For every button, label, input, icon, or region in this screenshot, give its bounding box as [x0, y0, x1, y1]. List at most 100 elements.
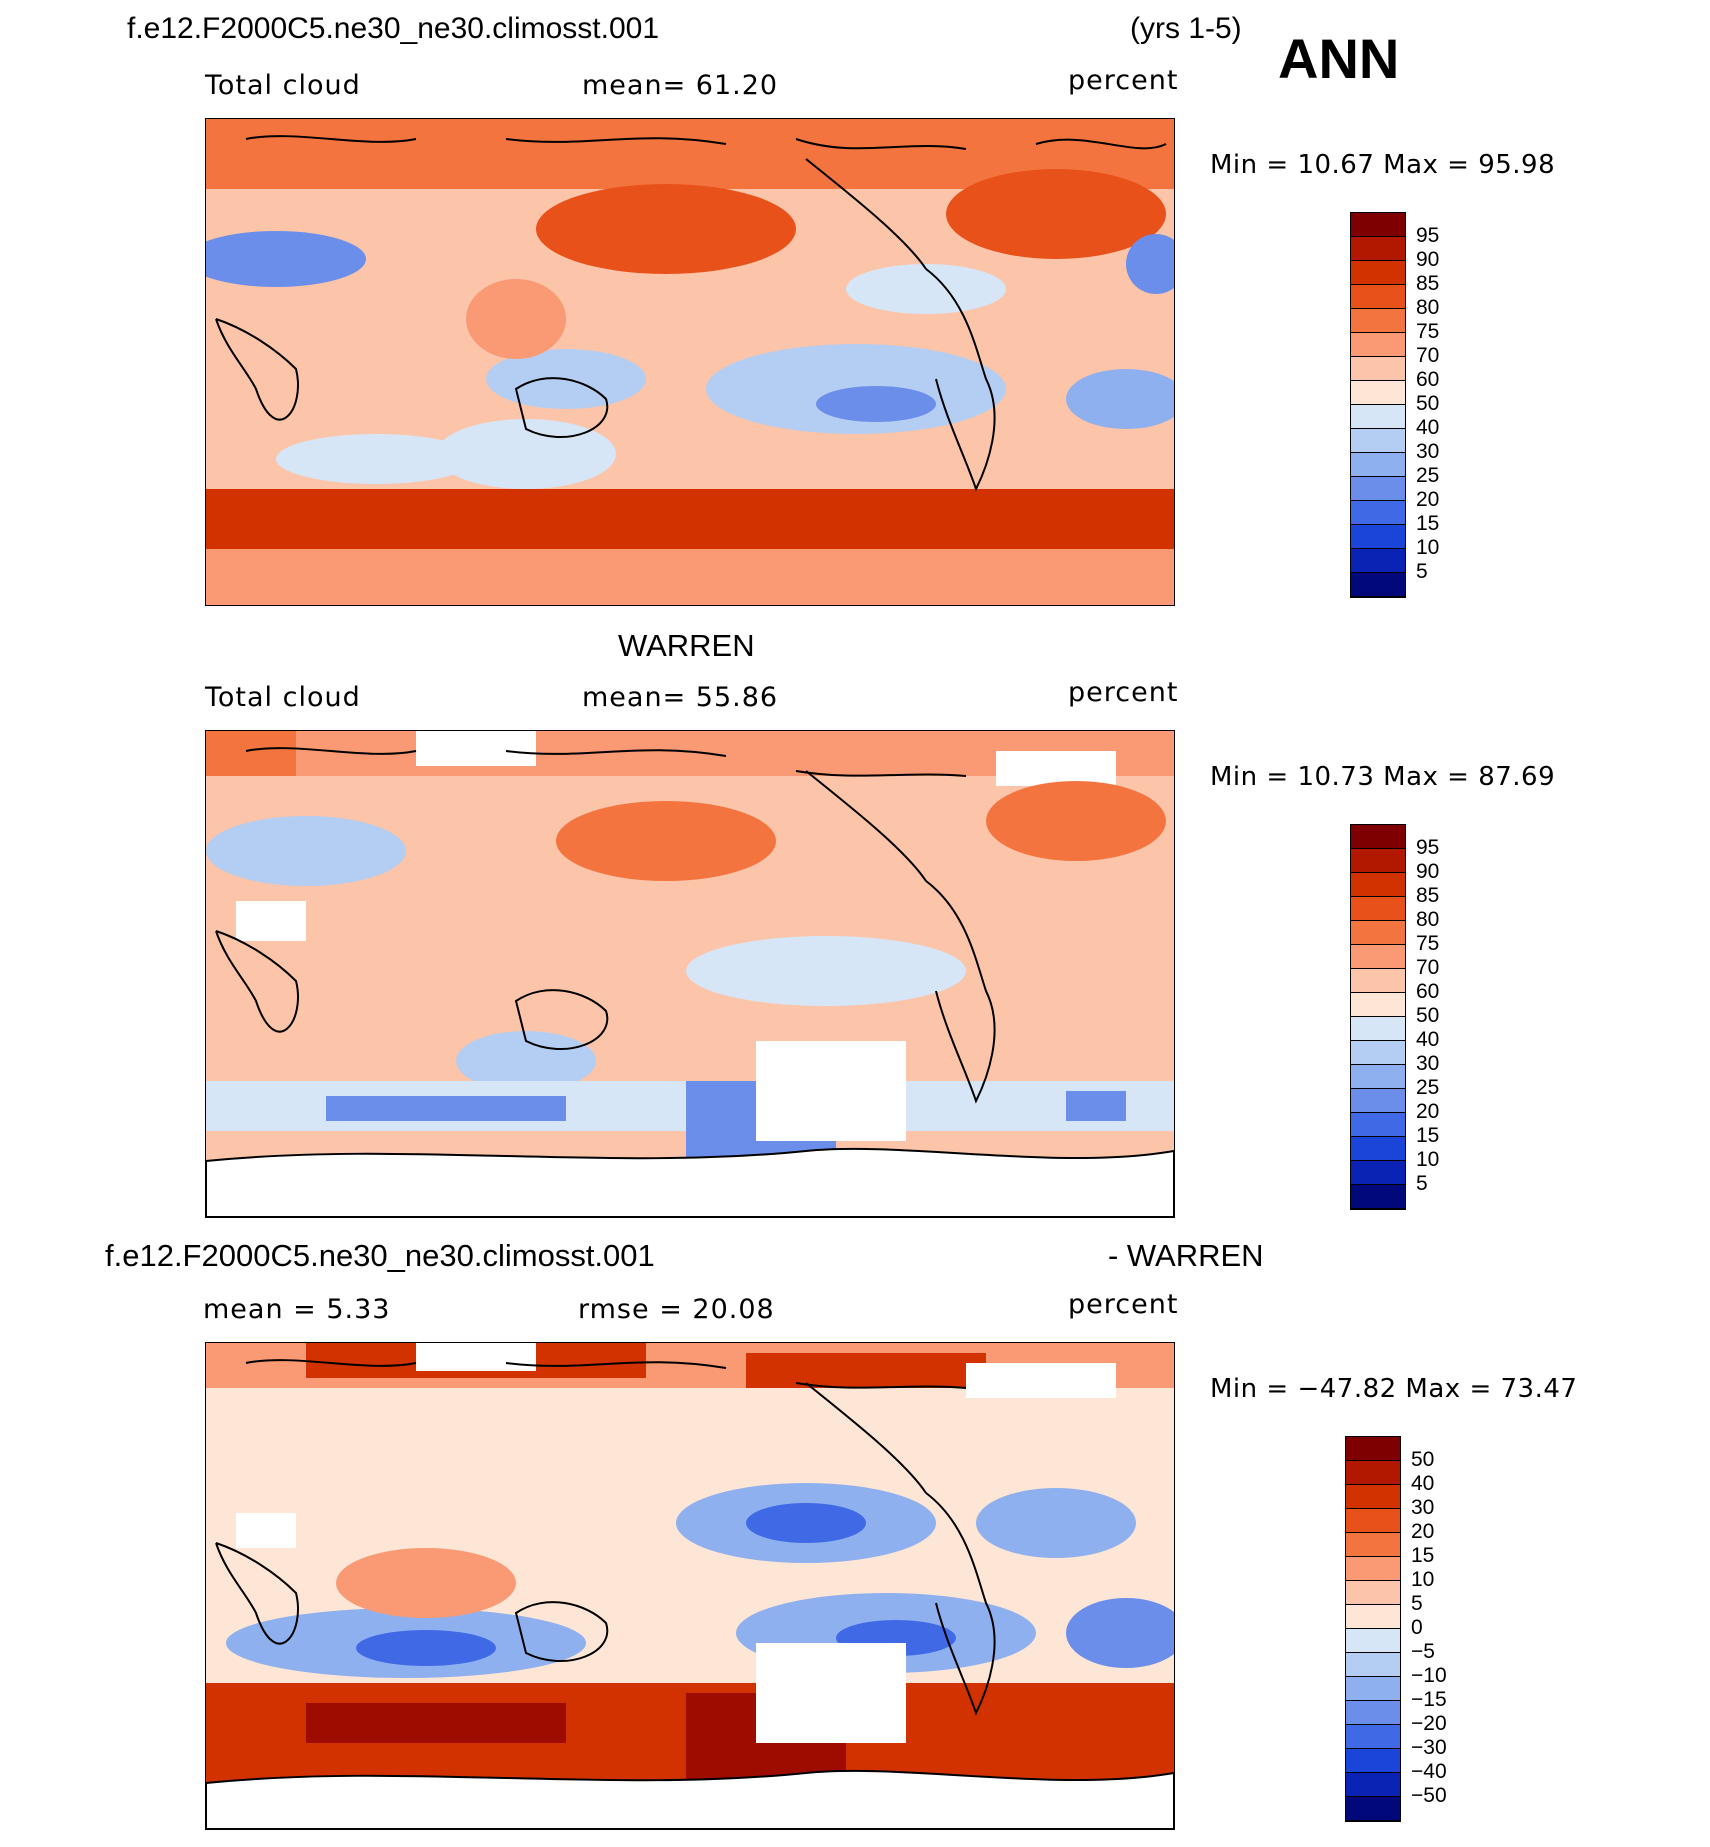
colorbar-swatch — [1351, 237, 1405, 261]
colorbar-tick-label: 0 — [1411, 1616, 1423, 1639]
colorbar-tick-label: 5 — [1416, 1172, 1428, 1195]
colorbar-tick-label: 90 — [1416, 248, 1440, 271]
colorbar-tick-label: 30 — [1411, 1496, 1435, 1519]
colorbar-swatch — [1351, 549, 1405, 573]
colorbar-tick-label: 60 — [1416, 368, 1440, 391]
colorbar-swatch — [1346, 1773, 1400, 1797]
colorbar-swatch — [1346, 1533, 1400, 1557]
colorbar-swatch — [1346, 1629, 1400, 1653]
panel2-colorbar — [1350, 824, 1406, 1210]
colorbar-swatch — [1346, 1581, 1400, 1605]
colorbar-tick-label: 40 — [1416, 1028, 1440, 1051]
colorbar-tick-label: −50 — [1411, 1784, 1447, 1807]
panel3-field — [206, 1343, 1174, 1829]
panel1-units: percent — [1068, 65, 1179, 96]
colorbar-swatch — [1351, 1161, 1405, 1185]
season-label: ANN — [1278, 27, 1400, 90]
colorbar-tick-label: 20 — [1411, 1520, 1435, 1543]
panel1-minmax: Min = 10.67 Max = 95.98 — [1210, 150, 1556, 180]
colorbar-tick-label: 15 — [1416, 1124, 1440, 1147]
colorbar-tick-label: 50 — [1416, 392, 1440, 415]
colorbar-swatch — [1351, 309, 1405, 333]
colorbar-swatch — [1346, 1725, 1400, 1749]
colorbar-swatch — [1346, 1677, 1400, 1701]
panel3-title-left: f.e12.F2000C5.ne30_ne30.climosst.001 — [105, 1238, 655, 1273]
colorbar-tick-label: 5 — [1411, 1592, 1423, 1615]
panel2-field — [206, 731, 1174, 1217]
colorbar-tick-label: 25 — [1416, 1076, 1440, 1099]
colorbar-tick-label: 30 — [1416, 1052, 1440, 1075]
colorbar-swatch — [1351, 477, 1405, 501]
colorbar-tick-label: −5 — [1411, 1640, 1435, 1663]
colorbar-tick-label: 25 — [1416, 464, 1440, 487]
colorbar-tick-label: −30 — [1411, 1736, 1447, 1759]
colorbar-swatch — [1351, 1065, 1405, 1089]
colorbar-swatch — [1351, 1017, 1405, 1041]
colorbar-swatch — [1351, 945, 1405, 969]
panel3-colorbar — [1345, 1436, 1401, 1822]
panel1-map — [205, 118, 1175, 606]
colorbar-tick-label: 40 — [1416, 416, 1440, 439]
colorbar-swatch — [1346, 1485, 1400, 1509]
colorbar-tick-label: 80 — [1416, 908, 1440, 931]
colorbar-swatch — [1351, 921, 1405, 945]
panel3-minmax: Min = −47.82 Max = 73.47 — [1210, 1374, 1578, 1404]
panel3-title-right: - WARREN — [1108, 1238, 1264, 1273]
colorbar-swatch — [1346, 1437, 1400, 1461]
colorbar-tick-label: 60 — [1416, 980, 1440, 1003]
colorbar-swatch — [1346, 1797, 1400, 1821]
colorbar-swatch — [1351, 333, 1405, 357]
panel2-variable: Total cloud — [205, 682, 361, 713]
colorbar-swatch — [1351, 213, 1405, 237]
colorbar-tick-label: 75 — [1416, 320, 1440, 343]
colorbar-tick-label: 70 — [1416, 956, 1440, 979]
colorbar-swatch — [1346, 1701, 1400, 1725]
colorbar-tick-label: 40 — [1411, 1472, 1435, 1495]
colorbar-swatch — [1346, 1605, 1400, 1629]
colorbar-tick-label: 95 — [1416, 224, 1440, 247]
colorbar-swatch — [1351, 261, 1405, 285]
colorbar-tick-label: 15 — [1416, 512, 1440, 535]
colorbar-swatch — [1351, 405, 1405, 429]
colorbar-swatch — [1351, 501, 1405, 525]
colorbar-swatch — [1351, 1041, 1405, 1065]
panel3-units: percent — [1068, 1289, 1179, 1320]
colorbar-tick-label: 15 — [1411, 1544, 1435, 1567]
colorbar-swatch — [1351, 1137, 1405, 1161]
colorbar-tick-label: 70 — [1416, 344, 1440, 367]
panel1-mean: mean= 61.20 — [582, 70, 779, 101]
colorbar-tick-label: 10 — [1411, 1568, 1435, 1591]
colorbar-tick-label: 30 — [1416, 440, 1440, 463]
colorbar-tick-label: 95 — [1416, 836, 1440, 859]
colorbar-swatch — [1351, 1113, 1405, 1137]
colorbar-tick-label: −20 — [1411, 1712, 1447, 1735]
panel2-minmax: Min = 10.73 Max = 87.69 — [1210, 762, 1556, 792]
colorbar-swatch — [1351, 453, 1405, 477]
colorbar-tick-label: 90 — [1416, 860, 1440, 883]
colorbar-tick-label: 50 — [1416, 1004, 1440, 1027]
case-title: f.e12.F2000C5.ne30_ne30.climosst.001 — [127, 12, 660, 45]
colorbar-tick-label: −10 — [1411, 1664, 1447, 1687]
colorbar-tick-label: 10 — [1416, 536, 1440, 559]
colorbar-swatch — [1351, 429, 1405, 453]
panel3-rmse: rmse = 20.08 — [578, 1294, 775, 1325]
panel2-title: WARREN — [618, 628, 755, 663]
colorbar-swatch — [1346, 1509, 1400, 1533]
colorbar-swatch — [1351, 825, 1405, 849]
panel2-mean: mean= 55.86 — [582, 682, 779, 713]
colorbar-tick-label: 50 — [1411, 1448, 1435, 1471]
colorbar-tick-label: 85 — [1416, 272, 1440, 295]
colorbar-swatch — [1351, 1185, 1405, 1209]
colorbar-swatch — [1346, 1653, 1400, 1677]
panel2-units: percent — [1068, 677, 1179, 708]
panel2-map — [205, 730, 1175, 1218]
colorbar-swatch — [1351, 381, 1405, 405]
colorbar-tick-label: 5 — [1416, 560, 1428, 583]
colorbar-swatch — [1346, 1749, 1400, 1773]
panel3-map — [205, 1342, 1175, 1830]
colorbar-swatch — [1351, 897, 1405, 921]
colorbar-tick-label: 75 — [1416, 932, 1440, 955]
colorbar-tick-label: 20 — [1416, 1100, 1440, 1123]
colorbar-swatch — [1351, 1089, 1405, 1113]
colorbar-swatch — [1351, 525, 1405, 549]
